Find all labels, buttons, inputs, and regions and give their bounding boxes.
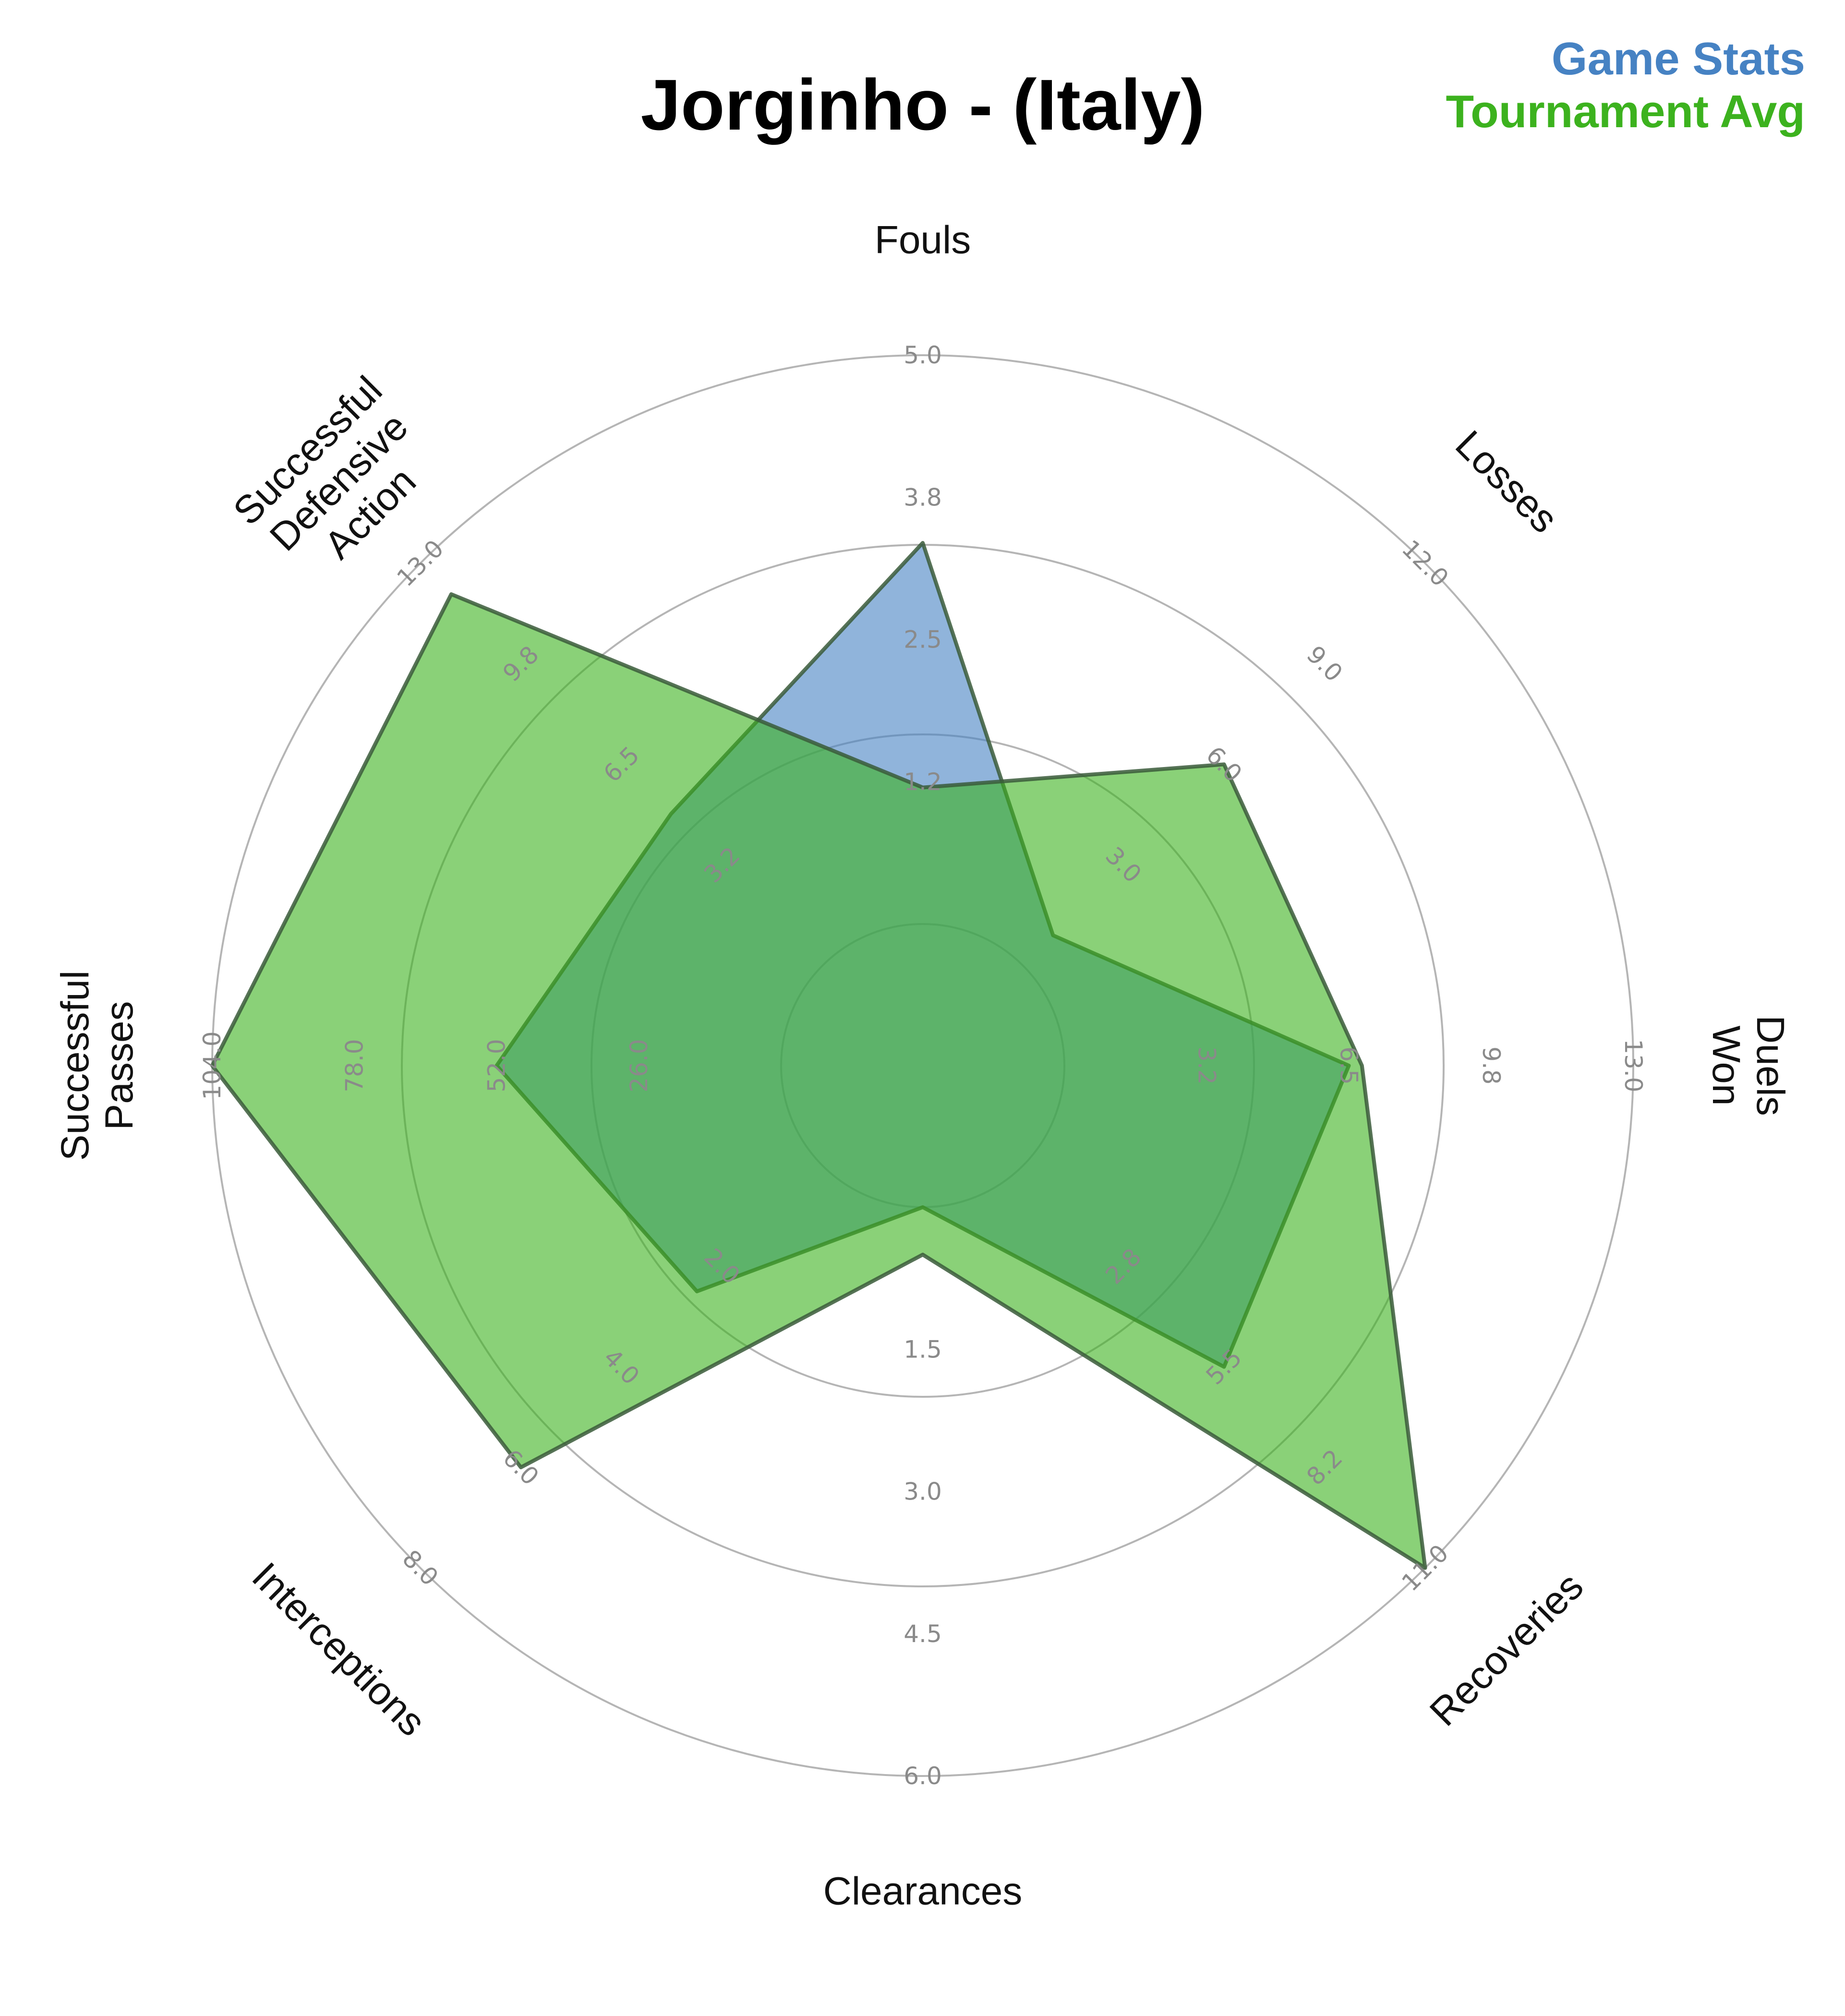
tick-label: 6.0 [904,1762,942,1790]
tick-label: 4.5 [904,1620,942,1648]
series-polygon-tournament-avg [210,592,1427,1570]
tick-label: 9.8 [1477,1046,1505,1085]
tick-label: 5.0 [904,341,942,369]
tick-label: 13.0 [1619,1039,1647,1092]
axis-label-line: Passes [97,1001,141,1130]
tick-label: 6.5 [1335,1046,1363,1085]
axis-label-group: Fouls [875,218,971,262]
axis-label: Fouls [875,218,971,262]
tick-label: 26.0 [625,1039,653,1092]
tick-label: 3.0 [904,1478,942,1506]
axis-label: SuccessfulPasses [53,971,141,1161]
axis-label-group: Clearances [823,1870,1023,1913]
tick-label: 104.0 [198,1031,226,1100]
tick-label: 52.0 [483,1039,511,1092]
axis-label-line: Successful [53,971,97,1161]
tick-label: 78.0 [340,1039,368,1092]
axis-label-line: Duels [1749,1015,1793,1116]
tick-label: 2.5 [904,626,942,654]
tick-label: 3.8 [904,483,942,511]
tick-label: 1.2 [904,768,942,796]
tick-label: 3.2 [1193,1046,1220,1085]
legend-item: Game Stats [1552,33,1805,84]
axis-label: Clearances [823,1870,1023,1913]
axis-label-line: Won [1705,1025,1749,1105]
legend-item: Tournament Avg [1446,86,1805,137]
series-layer [210,541,1427,1570]
axis-label-group: SuccessfulPasses [53,971,141,1161]
tick-label: 1.5 [904,1335,942,1363]
axis-label-group: DuelsWon [1705,1015,1793,1116]
axis-label: DuelsWon [1705,1015,1793,1116]
chart-title: Jorginho - (Italy) [641,64,1205,145]
